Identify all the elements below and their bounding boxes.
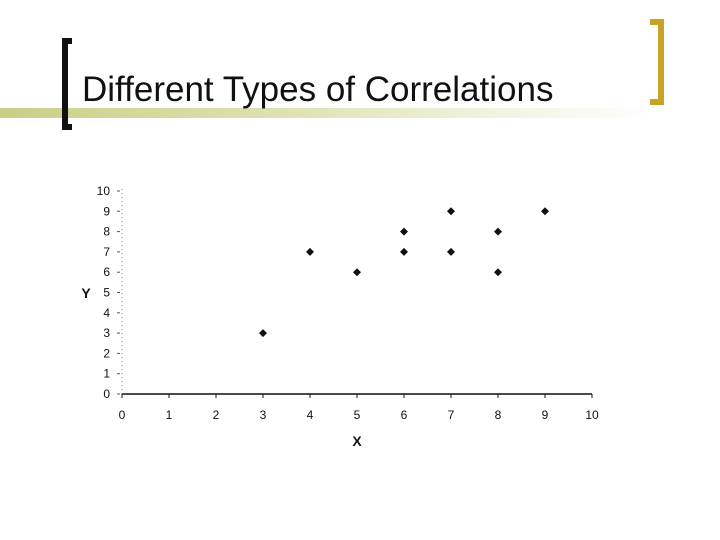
right-bracket-decoration [650, 19, 664, 105]
y-tick-label: 7 [103, 245, 110, 259]
x-tick-label: 4 [307, 408, 314, 422]
y-tick-label: 10 [97, 184, 111, 198]
y-tick-label: 8 [103, 225, 110, 239]
y-tick-label: 4 [103, 306, 110, 320]
x-tick-label: 2 [213, 408, 220, 422]
title-underline-band [0, 108, 655, 118]
x-tick-label: 9 [542, 408, 549, 422]
y-tick-label: 5 [103, 286, 110, 300]
data-point [400, 247, 408, 256]
data-point [353, 268, 361, 277]
x-tick-label: 5 [354, 408, 361, 422]
data-point [259, 329, 267, 338]
data-point [306, 247, 314, 256]
y-tick-label: 6 [103, 265, 110, 279]
y-tick-label: 9 [103, 204, 110, 218]
left-bracket-decoration [62, 38, 72, 130]
y-tick-label: 1 [103, 367, 110, 381]
x-ticks: 0 1 2 3 4 5 6 7 8 9 10 [119, 394, 599, 422]
data-points [259, 207, 549, 338]
x-tick-label: 8 [495, 408, 502, 422]
data-point [447, 207, 455, 216]
data-point [494, 268, 502, 277]
x-tick-label: 7 [448, 408, 455, 422]
y-tick-label: 3 [103, 326, 110, 340]
y-ticks: 0 1 2 3 4 5 6 7 8 9 10 [97, 184, 120, 401]
x-tick-label: 6 [401, 408, 408, 422]
slide-title: Different Types of Correlations [82, 70, 554, 109]
y-tick-label: 0 [103, 387, 110, 401]
x-tick-label: 1 [166, 408, 173, 422]
data-point [447, 247, 455, 256]
data-point [494, 227, 502, 236]
x-axis-label: X [352, 433, 362, 449]
x-tick-label: 3 [260, 408, 267, 422]
x-tick-label: 10 [585, 408, 599, 422]
x-tick-label: 0 [119, 408, 126, 422]
y-axis-label: Y [81, 285, 91, 301]
chart-axes [121, 189, 592, 395]
y-tick-label: 2 [103, 346, 110, 360]
data-point [400, 227, 408, 236]
data-point [541, 207, 549, 216]
